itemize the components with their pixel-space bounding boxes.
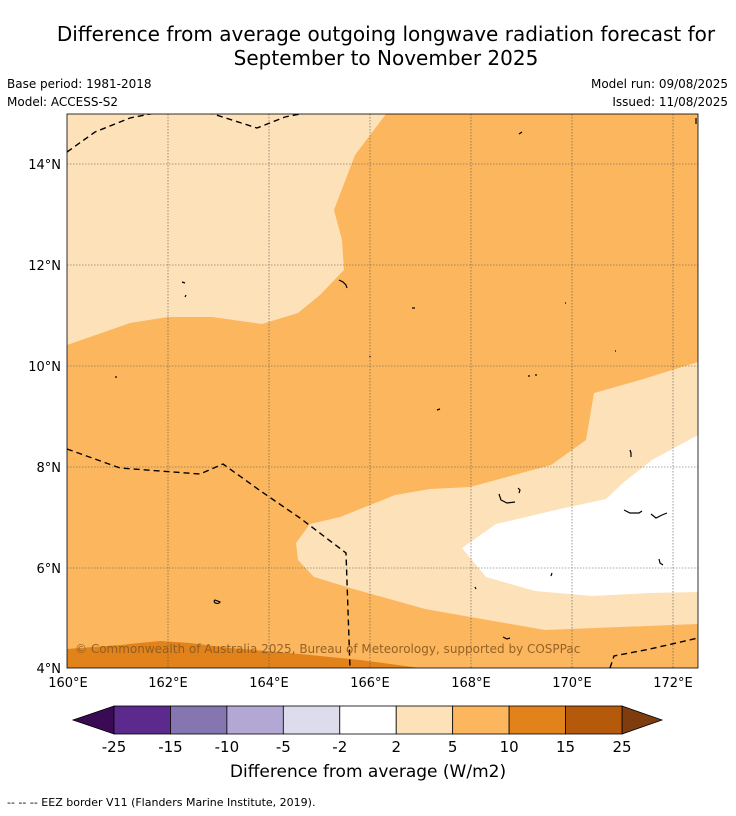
model-run: Model run: 09/08/2025 <box>590 77 728 91</box>
x-ticks: 160°E 162°E 164°E 166°E 168°E 170°E 172°… <box>48 676 693 691</box>
colorbar-high-extend <box>621 705 664 735</box>
colorbar-tick-label: 10 <box>500 738 519 756</box>
y-tick-14: 14°N <box>28 158 61 173</box>
band-2-5-north <box>67 114 386 345</box>
issued-date: Issued: 11/08/2025 <box>612 95 728 109</box>
colorbar-tick-label: 25 <box>612 738 631 756</box>
colorbar-tick-label: -15 <box>158 738 183 756</box>
y-tick-8: 8°N <box>37 461 62 476</box>
eez-borders <box>67 114 698 668</box>
eez-legend: -- -- -- EEZ border V11 (Flanders Marine… <box>7 796 316 809</box>
colorbar-tick-label: -5 <box>276 738 291 756</box>
x-tick-168: 168°E <box>451 676 491 691</box>
y-tick-12: 12°N <box>28 259 61 274</box>
map-area: © Commonwealth of Australia 2025, Bureau… <box>67 114 698 668</box>
meta-right: Model run: 09/08/2025 Issued: 11/08/2025 <box>591 75 728 111</box>
colorbar-swatch <box>113 705 171 735</box>
base-period: Base period: 1981-2018 <box>7 77 152 91</box>
y-tick-10: 10°N <box>28 360 61 375</box>
x-tick-164: 164°E <box>249 676 289 691</box>
x-tick-160: 160°E <box>48 676 88 691</box>
meta-left: Base period: 1981-2018 Model: ACCESS-S2 <box>7 75 152 111</box>
islands <box>115 118 697 640</box>
x-tick-166: 166°E <box>350 676 390 691</box>
colorbar-tick-label: -25 <box>102 738 127 756</box>
colorbar-swatch <box>170 705 228 735</box>
title-line-1: Difference from average outgoing longwav… <box>56 22 716 46</box>
colorbar-low-extend <box>71 705 115 735</box>
band-neutral <box>462 435 698 596</box>
model-name: Model: ACCESS-S2 <box>7 95 119 109</box>
title-line-2: September to November 2025 <box>233 46 539 70</box>
map-frame <box>66 113 699 669</box>
colorbar-tick-label: 15 <box>556 738 575 756</box>
colorbar-tick-label: -10 <box>215 738 240 756</box>
y-ticks: 14°N 12°N 10°N 8°N 6°N 4°N <box>28 158 61 677</box>
colorbar-swatch <box>226 705 284 735</box>
colorbar-tick-label: -2 <box>332 738 347 756</box>
map-title: Difference from average outgoing longwav… <box>0 22 736 70</box>
colorbar: -25 -15 -10 -5 -2 2 5 10 15 25 <box>71 705 664 756</box>
x-tick-162: 162°E <box>148 676 188 691</box>
colorbar-swatch <box>452 705 510 735</box>
x-tick-172: 172°E <box>653 676 693 691</box>
gridlines <box>67 114 698 668</box>
y-tick-6: 6°N <box>37 562 62 577</box>
x-tick-170: 170°E <box>552 676 592 691</box>
colorbar-swatch <box>508 705 566 735</box>
colorbar-swatch <box>565 705 623 735</box>
colorbar-swatch <box>339 705 397 735</box>
colorbar-title: Difference from average (W/m2) <box>229 762 507 782</box>
colorbar-tick-label: 2 <box>391 738 401 756</box>
colorbar-swatch <box>395 705 454 735</box>
copyright-text: © Commonwealth of Australia 2025, Bureau… <box>75 642 580 656</box>
colorbar-tick-label: 5 <box>448 738 458 756</box>
band-10-15 <box>67 641 420 668</box>
y-tick-4: 4°N <box>37 662 62 677</box>
colorbar-swatch <box>282 705 341 735</box>
